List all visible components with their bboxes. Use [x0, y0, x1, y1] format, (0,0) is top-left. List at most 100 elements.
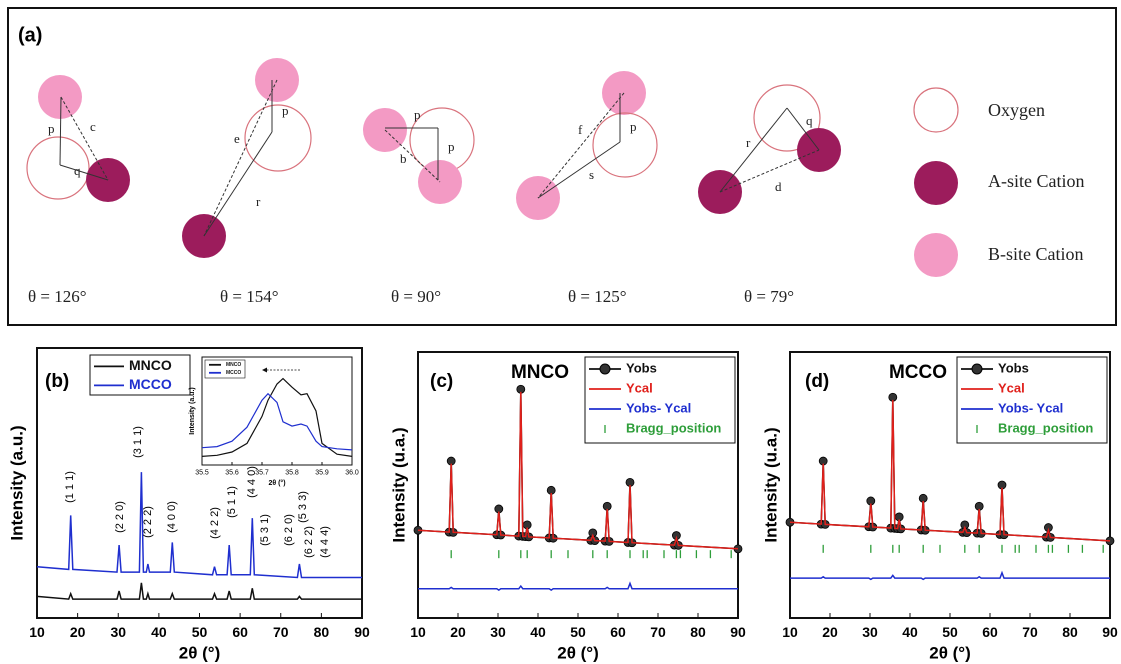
distance-label: b	[400, 151, 407, 166]
series-line	[790, 570, 1110, 581]
angle-label: θ = 126°	[28, 287, 87, 306]
x-tick-label: 50	[570, 624, 586, 640]
legend-box	[956, 356, 1108, 444]
y-axis-label: Intensity (u.a.)	[761, 427, 780, 542]
y-axis-label: Intensity (a.u.)	[189, 387, 196, 434]
x-tick-label: 80	[1062, 624, 1078, 640]
x-tick-label: 30	[862, 624, 878, 640]
series-line	[417, 391, 739, 550]
distance	[203, 79, 278, 237]
x-tick-label: 10	[782, 624, 798, 640]
chart: 10 20 30 40 50 60 70 80 90 2θ (°) Intensity (u.a.)…	[389, 351, 746, 662]
series-line	[36, 472, 362, 579]
inset-chart: 35.5 35.6 35.7 35.8 35.9 36.0 2θ (°) Intensity …	[189, 356, 359, 487]
x-axis-label: 2θ (°)	[179, 643, 221, 662]
series-line	[36, 582, 362, 600]
x-tick-label: 90	[354, 624, 370, 640]
peak-label: (4 4 4)	[319, 526, 331, 558]
panel-a-frame	[7, 7, 1117, 326]
x-tick-label: 10	[29, 624, 45, 640]
x-tick-label: 20	[450, 624, 466, 640]
peak-label: (4 2 2)	[209, 507, 221, 539]
legend-label: MCCO	[129, 376, 172, 392]
x-tick-label: 10	[410, 624, 426, 640]
angle-label: θ = 125°	[568, 287, 627, 306]
distance-label: p	[630, 119, 637, 134]
x-tick-label: 40	[151, 624, 167, 640]
plot-area	[413, 384, 743, 592]
bond	[59, 164, 109, 181]
legend-a-cation	[914, 161, 958, 205]
oxygen	[753, 84, 821, 152]
distance	[537, 92, 625, 199]
distance	[719, 149, 820, 193]
x-tick-label: 35.6	[225, 470, 239, 477]
distance-label: d	[775, 179, 782, 194]
panel-label: (d)	[805, 371, 829, 392]
distance-label: s	[589, 167, 594, 182]
x-tick-label: 35.9	[315, 470, 329, 477]
x-tick-label: 60	[232, 624, 248, 640]
legend-label: Yobs	[626, 360, 657, 375]
angle-label: θ = 154°	[220, 287, 279, 306]
legend-label: Ycal	[998, 380, 1025, 395]
plot-area	[201, 377, 353, 457]
chart: 10 20 30 40 50 60 70 80 90 2θ (°) Intensity (u.a.)…	[761, 351, 1118, 662]
series-line	[201, 377, 353, 457]
peak-label: (4 0 0)	[166, 501, 178, 533]
x-tick-label: 50	[192, 624, 208, 640]
legend-box	[89, 354, 191, 396]
distance-label: p	[414, 107, 421, 122]
x-tick-label: 90	[730, 624, 746, 640]
x-tick-label: 35.7	[255, 470, 269, 477]
legend-label: A-site Cation	[988, 171, 1085, 191]
x-tick-label: 70	[1022, 624, 1038, 640]
panel-label: (a)	[18, 24, 42, 46]
bond	[719, 107, 788, 193]
peak-label: (2 2 0)	[114, 501, 126, 533]
x-tick-label: 40	[530, 624, 546, 640]
legend-label: MNCO	[226, 362, 241, 368]
peak-label: (4 4 0)	[246, 466, 258, 498]
legend-label: Bragg_position	[998, 420, 1093, 435]
y-axis-label: Intensity (a.u.)	[7, 425, 26, 540]
peak-label: (5 1 1)	[226, 486, 238, 518]
x-tick-label: 36.0	[345, 470, 359, 477]
oxygen	[592, 112, 658, 178]
series-line	[418, 581, 738, 592]
legend-label: Yobs- Ycal	[998, 400, 1063, 415]
distance-label: r	[746, 135, 751, 150]
angle-label: θ = 90°	[391, 287, 441, 306]
panel-label: (c)	[430, 371, 453, 392]
legend-marker	[971, 363, 983, 375]
distance	[60, 96, 109, 181]
distance-label: q	[74, 163, 81, 178]
x-tick-label: 80	[690, 624, 706, 640]
distance-label: r	[256, 194, 261, 209]
legend-label: Bragg_position	[626, 420, 721, 435]
plot-area	[36, 472, 362, 600]
chart: 10 20 30 40 50 60 70 80 90 2θ (°) Intensity (a.u.)…	[7, 347, 370, 662]
peak-label: (6 2 0)	[283, 514, 295, 546]
panel-label: (b)	[45, 371, 69, 392]
legend-label: Yobs	[998, 360, 1029, 375]
distance-label: f	[578, 122, 583, 137]
x-tick-label: 40	[902, 624, 918, 640]
legend-b-cation	[914, 233, 958, 277]
bond	[537, 141, 621, 199]
bond	[59, 96, 62, 166]
legend-label: Oxygen	[988, 100, 1045, 120]
x-tick-label: 80	[314, 624, 330, 640]
peak-label: (1 1 1)	[64, 471, 76, 503]
bond	[203, 131, 273, 237]
x-tick-label: 60	[610, 624, 626, 640]
x-tick-label: 35.5	[195, 470, 209, 477]
peak-label: (2 2 2)	[142, 506, 154, 538]
chart-title: MCCO	[889, 362, 947, 383]
x-tick-label: 35.8	[285, 470, 299, 477]
oxygen	[26, 136, 90, 200]
bond	[786, 107, 820, 151]
oxygen	[244, 104, 312, 172]
x-tick-label: 20	[70, 624, 86, 640]
legend-oxygen	[913, 87, 959, 133]
